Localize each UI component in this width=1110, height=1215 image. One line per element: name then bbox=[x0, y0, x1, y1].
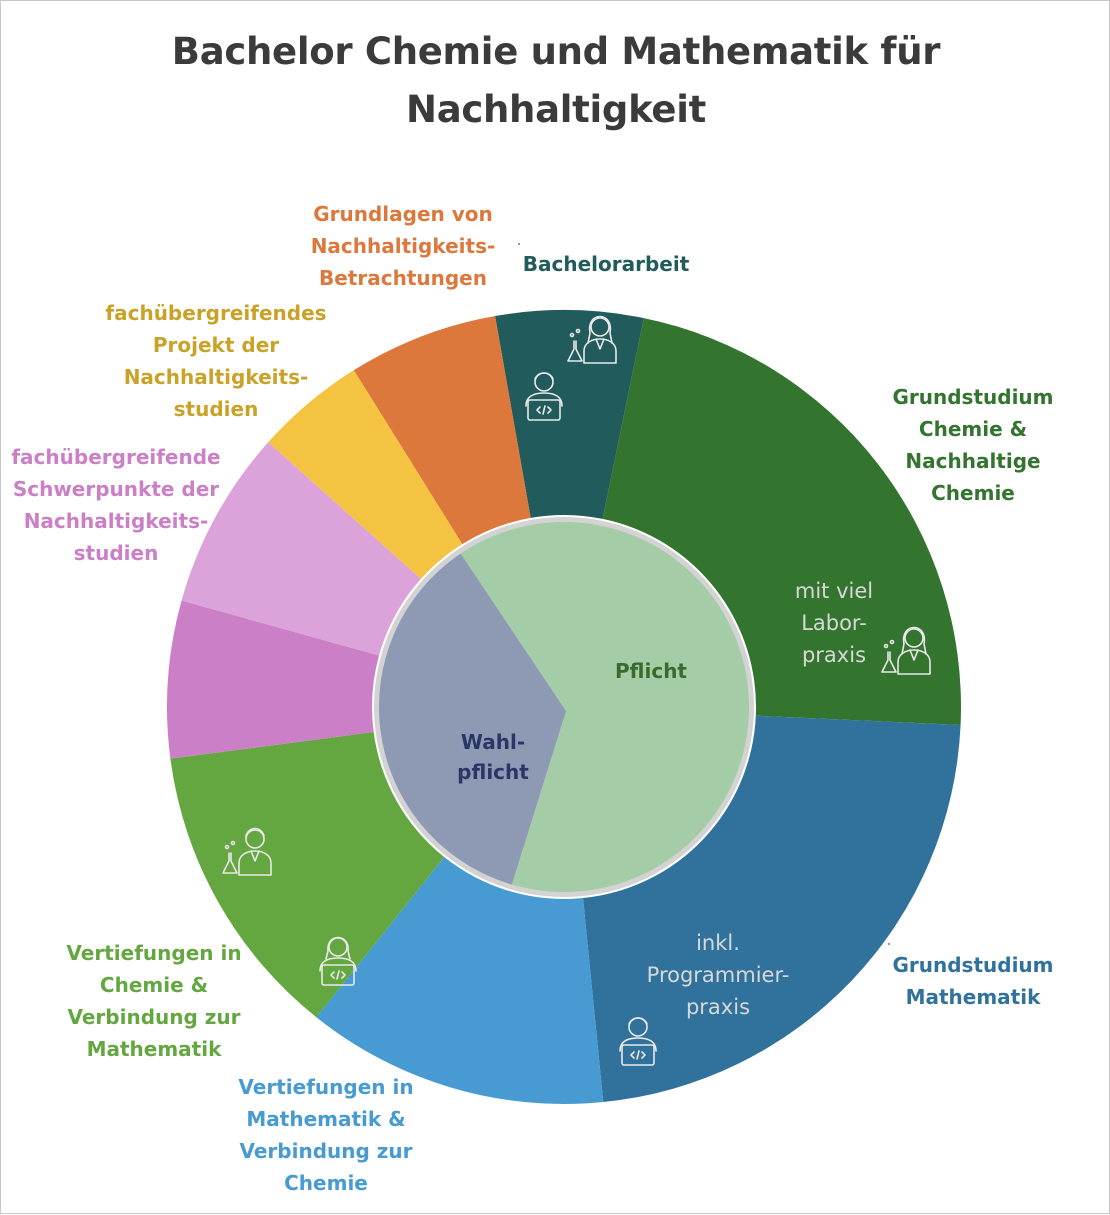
label-line: Grundlagen von bbox=[313, 202, 493, 226]
label-line: Betrachtungen bbox=[319, 266, 487, 290]
coder-man-icon bbox=[525, 372, 563, 421]
label-vertiefungen-chemie: Vertiefungen in Chemie & Verbindung zur Mat… bbox=[29, 937, 279, 1065]
coder-woman-icon bbox=[319, 936, 357, 986]
label-line: studien bbox=[73, 541, 159, 565]
label-bachelorarbeit: Bachelorarbeit bbox=[506, 248, 706, 280]
center-label-line: Pflicht bbox=[615, 659, 687, 683]
label-line: fachübergreifendes bbox=[105, 301, 327, 325]
label-line: Verbindung zur bbox=[239, 1139, 413, 1163]
label-grundstudium-mathematik: Grundstudium Mathematik bbox=[863, 949, 1083, 1013]
coder-man-icon bbox=[619, 1017, 657, 1066]
label-line: Nachhaltige bbox=[905, 449, 1041, 473]
annotation-line: mit viel bbox=[794, 579, 874, 603]
scientist-man-icon bbox=[222, 827, 272, 876]
title-line: Nachhaltigkeit bbox=[406, 88, 706, 131]
label-line: Mathematik bbox=[905, 985, 1041, 1009]
center-label-wahlpflicht: Wahl-pflicht bbox=[433, 727, 553, 787]
label-line: Chemie bbox=[284, 1171, 368, 1195]
label-line: Nachhaltigkeits- bbox=[310, 234, 496, 258]
ring-segment-grundstudium-mathematik bbox=[583, 715, 961, 1103]
ring-segment-vertiefungen-in-chemie-verbindung-zur-mathematik bbox=[170, 731, 445, 1018]
label-line: Schwerpunkte der bbox=[12, 477, 220, 501]
stray-mark bbox=[518, 243, 520, 245]
label-line: Chemie & bbox=[99, 973, 209, 997]
ring-segment-vertiefungen-in-mathematik-verbindung-zur-chemie bbox=[316, 857, 604, 1104]
label-line: Chemie bbox=[931, 481, 1015, 505]
label-line: Vertiefungen in bbox=[238, 1075, 414, 1099]
label-line: Vertiefungen in bbox=[66, 941, 242, 965]
center-segment-pflicht bbox=[460, 522, 749, 892]
label-line: Mathematik bbox=[86, 1037, 222, 1061]
annotation-line: inkl. bbox=[696, 931, 740, 955]
title-line: Bachelor Chemie und Mathematik für bbox=[171, 30, 941, 73]
ring-segment-grundlagen-von-nachhaltigkeits-betrachtungen bbox=[353, 316, 531, 545]
ring-segment-fachübergreifendes-projekt-der-nachhaltigkeitsstudien bbox=[268, 370, 463, 579]
annotation-line: praxis bbox=[801, 643, 867, 667]
label-line: Chemie & bbox=[918, 417, 1028, 441]
label-line: Nachhaltigkeits- bbox=[123, 365, 309, 389]
label-line: Verbindung zur bbox=[67, 1005, 241, 1029]
annotation-line: praxis bbox=[685, 995, 751, 1019]
label-line: Nachhaltigkeits- bbox=[23, 509, 209, 533]
label-vertiefungen-mathematik: Vertiefungen in Mathematik & Verbindung zu… bbox=[206, 1071, 446, 1199]
label-line: Projekt der bbox=[152, 333, 280, 357]
annotation-line: Programmier- bbox=[646, 963, 790, 987]
ring-segment-grundstudium-chemie-nachhaltige-chemie bbox=[602, 318, 961, 726]
center-label-pflicht: Pflicht bbox=[591, 656, 711, 686]
label-grundlagen-nachhaltigkeit: Grundlagen von Nachhaltigkeits- Betrachtun… bbox=[293, 198, 513, 294]
center-segment-wahlpflicht bbox=[379, 553, 566, 885]
label-line: Mathematik & bbox=[246, 1107, 406, 1131]
label-line: Bachelorarbeit bbox=[522, 252, 690, 276]
annotation-programmierpraxis: inkl. Programmier-praxis bbox=[633, 927, 803, 1023]
label-schwerpunkte-nachhaltigkeit: fachübergreifende Schwerpunkte der Nachhal… bbox=[6, 441, 226, 569]
annotation-line: Labor- bbox=[801, 611, 867, 635]
label-line: Grundstudium bbox=[892, 953, 1054, 977]
annotation-laborpraxis: mit viel Labor-praxis bbox=[774, 575, 894, 671]
label-grundstudium-chemie: Grundstudium Chemie & Nachhaltige Chemie bbox=[863, 381, 1083, 509]
center-label-line: Wahl- bbox=[460, 730, 526, 754]
center-label-line: pflicht bbox=[457, 760, 529, 784]
chart-title: Bachelor Chemie und Mathematik für Nachh… bbox=[1, 23, 1110, 139]
label-projekt-nachhaltigkeit: fachübergreifendes Projekt der Nachhaltigk… bbox=[101, 297, 331, 425]
stray-mark bbox=[888, 943, 890, 945]
scientist-woman-icon bbox=[567, 315, 617, 364]
label-line: studien bbox=[173, 397, 259, 421]
label-line: fachübergreifende bbox=[11, 445, 221, 469]
label-line: Grundstudium bbox=[892, 385, 1054, 409]
scientist-woman-icon bbox=[881, 626, 931, 675]
ring-segment-fachübergreifende-schwerpunkte-der-nachhaltigkeitsstudien-teil-1 bbox=[166, 600, 380, 759]
ring-segment-fachübergreifende-schwerpunkte-der-nachhaltigkeitsstudien-teil-2 bbox=[181, 442, 421, 656]
